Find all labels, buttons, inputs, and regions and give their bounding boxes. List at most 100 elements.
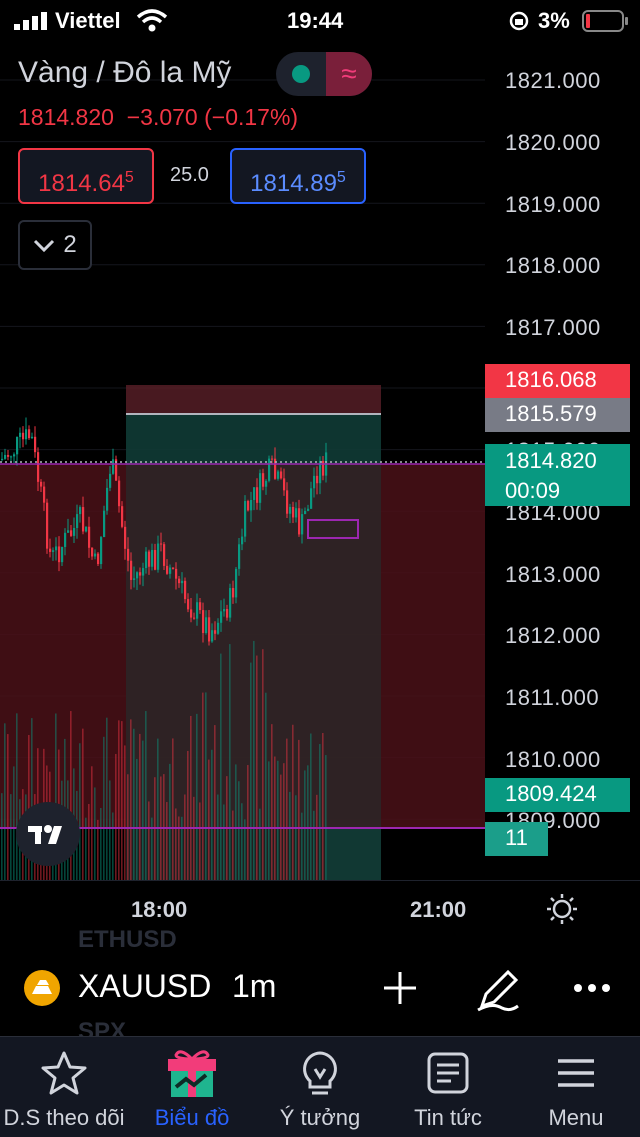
- last-price: 1814.820: [18, 104, 114, 130]
- stop-price-tag[interactable]: 1816.068: [485, 364, 630, 398]
- candle-body: [184, 580, 187, 600]
- candle-body: [151, 550, 154, 567]
- candle-body: [286, 490, 289, 514]
- candle-body: [292, 506, 295, 518]
- market-status-toggle[interactable]: ≈: [276, 52, 372, 96]
- candle-body: [262, 473, 265, 487]
- candle-body: [301, 514, 304, 535]
- selection-box[interactable]: [307, 519, 359, 539]
- volume-bar: [193, 796, 195, 880]
- drawing-tools-pen-icon[interactable]: [472, 962, 524, 1014]
- timeframe-selector[interactable]: 1m: [232, 968, 277, 1004]
- candle-body: [61, 546, 64, 563]
- candle-body: [289, 506, 292, 514]
- candle-body: [13, 454, 16, 457]
- price-change: −3.070: [126, 104, 198, 130]
- price-chart[interactable]: [0, 40, 485, 880]
- candle-body: [97, 553, 100, 565]
- candle-body: [232, 588, 235, 598]
- candle-body: [175, 568, 178, 579]
- price-axis-label: 1818.000: [505, 253, 601, 278]
- tab-chart[interactable]: Biểu đồ: [128, 1037, 256, 1137]
- candle-body: [91, 547, 94, 557]
- candle-body: [319, 460, 322, 484]
- symbol-title[interactable]: Vàng / Đô la Mỹ: [18, 56, 232, 89]
- candle-body: [55, 546, 58, 551]
- bid-price: 1814.64: [38, 170, 125, 197]
- volume-bar: [91, 766, 93, 880]
- volume-bar: [115, 753, 117, 880]
- candle-body: [1, 458, 4, 460]
- candle-body: [4, 454, 7, 459]
- candle-body: [127, 548, 130, 561]
- volume-bar: [268, 761, 270, 880]
- position-range-zone[interactable]: [126, 464, 381, 880]
- candle-body: [313, 475, 316, 489]
- price-axis-label: 1821.000: [505, 68, 601, 93]
- candle-body: [196, 602, 199, 619]
- candle-body: [307, 508, 310, 511]
- candle-body: [43, 486, 46, 503]
- battery-percent: 3%: [538, 8, 570, 33]
- candle-body: [73, 528, 76, 536]
- candle-body: [229, 588, 232, 618]
- candle-body: [241, 536, 244, 545]
- time-axis[interactable]: 18:00 21:00: [0, 880, 640, 937]
- candle-body: [244, 501, 247, 537]
- chart-canvas[interactable]: [0, 40, 485, 880]
- volume-bar: [307, 765, 309, 880]
- position-target-zone[interactable]: [126, 415, 381, 465]
- volume-bar: [259, 808, 261, 880]
- sell-button[interactable]: 1814.645: [18, 148, 154, 204]
- candle-body: [136, 572, 139, 579]
- indicators-collapse-button[interactable]: 2: [18, 220, 92, 270]
- volume-bar: [133, 728, 135, 880]
- star-icon: [41, 1051, 87, 1095]
- symbol-selector[interactable]: XAUUSD: [78, 968, 212, 1004]
- candle-body: [172, 567, 175, 569]
- candle-body: [259, 473, 262, 503]
- volume-bar: [55, 713, 57, 880]
- buy-button[interactable]: 1814.895: [230, 148, 366, 204]
- candle-body: [70, 530, 73, 536]
- position-stop-zone[interactable]: [126, 385, 381, 415]
- price-axis-label: 1810.000: [505, 747, 601, 772]
- bottom-tab-bar: D.S theo dõi Biểu đồ Ý tưởng Tin tức: [0, 1036, 640, 1137]
- more-options-icon[interactable]: [566, 962, 618, 1014]
- chart-settings-sun-icon[interactable]: [546, 893, 578, 925]
- tab-watchlist[interactable]: D.S theo dõi: [0, 1037, 128, 1137]
- tab-menu[interactable]: Menu: [512, 1037, 640, 1137]
- tab-ideas[interactable]: Ý tưởng: [256, 1037, 384, 1137]
- tradingview-logo-icon[interactable]: [16, 802, 80, 866]
- candle-body: [7, 454, 10, 457]
- candle-body: [142, 568, 145, 576]
- candle-body: [19, 432, 22, 437]
- price-axis-label: 1813.000: [505, 562, 601, 587]
- candle-body: [160, 543, 163, 545]
- volume-bar: [238, 781, 240, 880]
- volume-bar: [232, 810, 234, 880]
- candle-body: [106, 487, 109, 511]
- candle-body: [130, 560, 133, 580]
- wave-icon[interactable]: ≈: [326, 52, 372, 96]
- volume-bar: [4, 723, 6, 880]
- candle-body: [223, 608, 226, 612]
- signal-icon: [14, 12, 47, 30]
- low-price-tag[interactable]: 1809.424: [485, 778, 630, 812]
- position-volume-zone: [326, 828, 381, 880]
- add-icon[interactable]: [374, 962, 426, 1014]
- ask-price: 1814.89: [250, 170, 337, 197]
- lightbulb-icon: [303, 1051, 337, 1095]
- volume-bar: [241, 803, 243, 880]
- candle-body: [112, 459, 115, 474]
- tab-news[interactable]: Tin tức: [384, 1037, 512, 1137]
- status-bar: Viettel 19:44 3%: [0, 0, 640, 40]
- candle-body: [181, 580, 184, 584]
- candle-body: [103, 510, 106, 538]
- volume-bar: [256, 655, 258, 880]
- volume-bar: [304, 770, 306, 880]
- entry-price-tag[interactable]: 1815.579: [485, 398, 630, 432]
- candle-body: [121, 506, 124, 527]
- volume-bar: [157, 738, 159, 880]
- candle-body: [217, 622, 220, 634]
